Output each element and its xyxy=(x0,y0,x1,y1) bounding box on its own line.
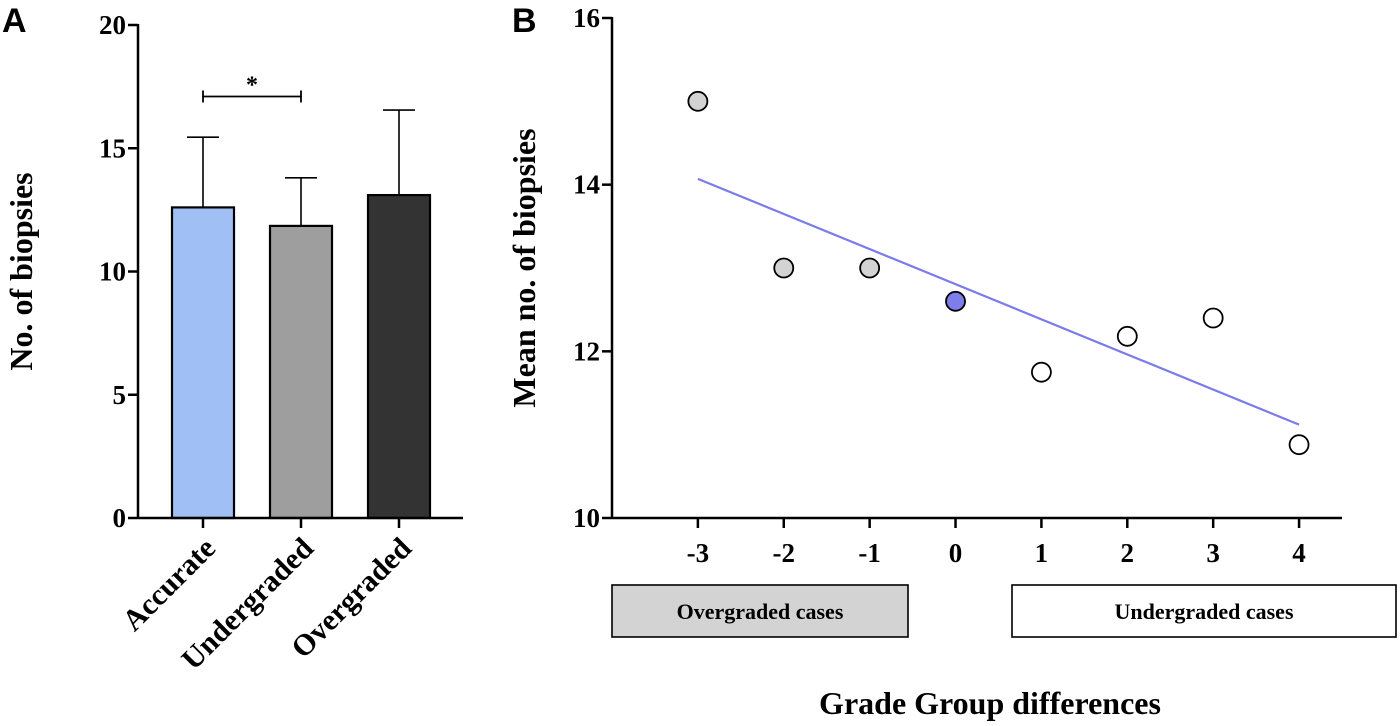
panel-b-x-tick-label: -2 xyxy=(773,538,796,568)
panel-b-x-tick-label: -3 xyxy=(687,538,710,568)
bar-undergraded xyxy=(268,224,334,520)
panel-a-y-tick-label: 20 xyxy=(99,10,126,40)
panel-b-x-tick-label: 4 xyxy=(1292,538,1306,568)
bar-accurate xyxy=(170,206,236,520)
panel-a-y-tick-label: 5 xyxy=(113,380,127,410)
panel-a-y-tick-label: 15 xyxy=(99,133,126,163)
panel-b-x-tick-label: 2 xyxy=(1121,538,1135,568)
panel-b-y-tick-label: 14 xyxy=(573,170,600,200)
panel-b-x-tick-label: 3 xyxy=(1206,538,1220,568)
bar-overgraded xyxy=(366,193,432,520)
panel-b-y-axis-title: Mean no. of biopsies xyxy=(506,128,542,407)
data-point xyxy=(859,257,881,279)
group-box-label: Undergraded cases xyxy=(1114,599,1293,624)
data-point xyxy=(945,290,966,312)
panel-b-x-axis-title: Grade Group differences xyxy=(819,685,1161,721)
panel-b-y-tick-label: 16 xyxy=(573,3,600,33)
data-point xyxy=(1031,361,1052,383)
panel-letter-a: A xyxy=(2,2,27,40)
panel-letter-b: B xyxy=(512,2,537,40)
group-box xyxy=(611,584,909,638)
panel-b-x-tick-label: 0 xyxy=(949,538,963,568)
significance-label: * xyxy=(246,72,258,98)
group-box xyxy=(1011,584,1397,638)
panel-b-y-tick-label: 10 xyxy=(573,503,600,533)
panel-a-y-tick-label: 0 xyxy=(113,503,127,533)
panel-b-y-tick-label: 12 xyxy=(573,336,600,366)
panel-a-y-axis-title: No. of biopsies xyxy=(3,172,39,370)
data-point xyxy=(1202,307,1224,329)
data-point xyxy=(1116,325,1138,347)
panel-a-y-tick-label: 10 xyxy=(99,257,126,287)
panel-b-x-tick-label: 1 xyxy=(1035,538,1049,568)
panel-b-x-tick-label: -1 xyxy=(858,538,881,568)
group-box-label: Overgraded cases xyxy=(677,599,844,624)
data-point xyxy=(773,257,795,279)
data-point xyxy=(1288,434,1310,456)
trend-line xyxy=(697,177,1300,426)
data-point xyxy=(687,90,709,112)
